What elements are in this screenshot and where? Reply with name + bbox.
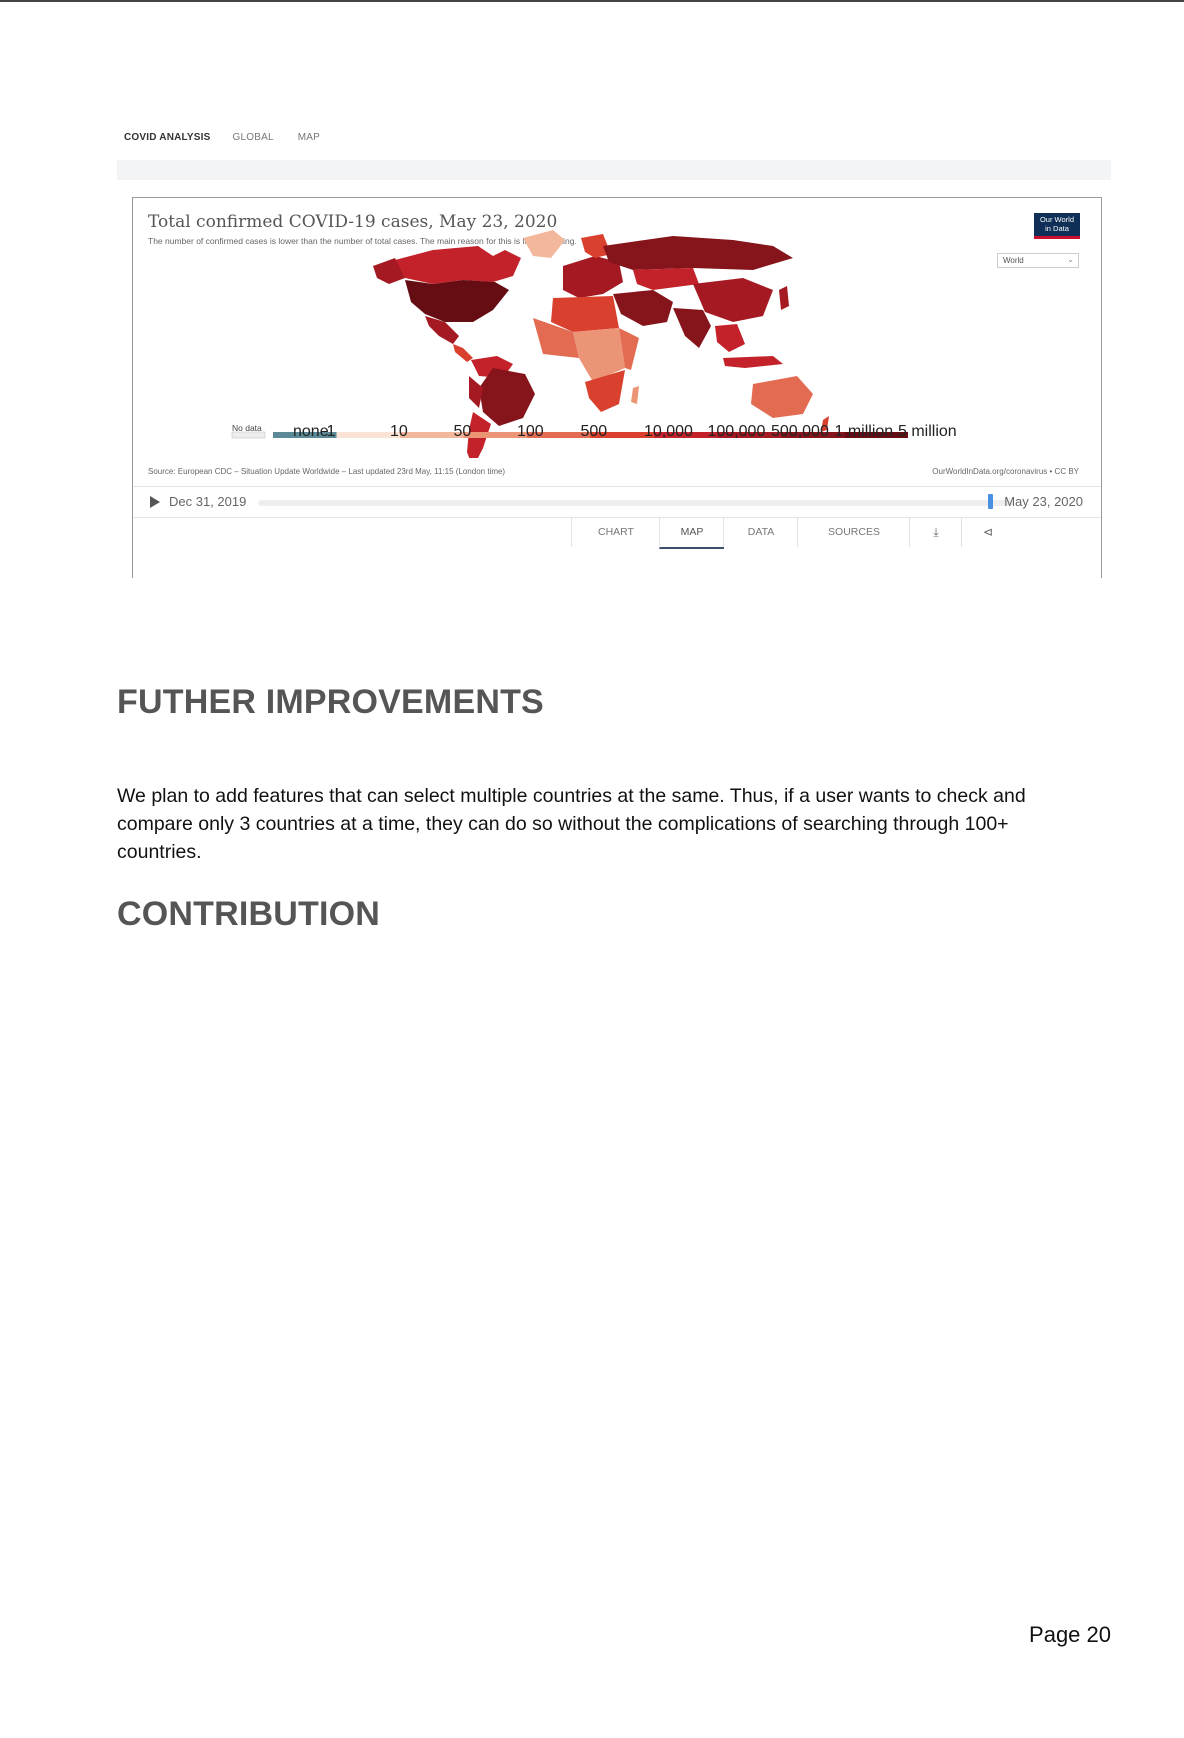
legend-label: 1 million [834, 423, 894, 440]
map-greenland [523, 230, 565, 258]
map-russia [603, 236, 793, 270]
map-north-africa [551, 296, 619, 332]
legend-swatch [273, 432, 337, 438]
map-central-africa [573, 328, 625, 382]
app-brand[interactable]: COVID ANALYSIS [124, 131, 211, 143]
map-canada [395, 246, 521, 284]
page-number: Page 20 [1029, 1622, 1111, 1647]
legend-label: 100,000 [707, 423, 766, 440]
app-nav: COVID ANALYSIS GLOBAL MAP [124, 128, 344, 146]
tab-map[interactable]: MAP [659, 517, 724, 549]
heading-contribution: CONTRIBUTION [117, 895, 381, 933]
top-rule [0, 0, 1184, 2]
tab-chart[interactable]: CHART [571, 517, 660, 547]
timeline-end-date: May 23, 2020 [1004, 494, 1083, 509]
legend-label: 500,000 [771, 423, 829, 440]
chevron-down-icon: ⌄ [1067, 255, 1074, 264]
legend-label: 500 [580, 423, 608, 440]
map-southern-africa [585, 370, 625, 412]
legend-swatch [400, 432, 464, 438]
legend-label: 100 [517, 423, 544, 440]
region-select-value: World [1003, 256, 1024, 265]
chart-source-url[interactable]: OurWorldInData.org/coronavirus • CC BY [932, 467, 1079, 476]
map-alaska [373, 258, 405, 284]
map-scandinavia [581, 234, 611, 258]
legend-label: none [293, 423, 329, 440]
heading-further-improvements: FUTHER IMPROVEMENTS [117, 683, 544, 721]
tab-sources[interactable]: SOURCES [797, 517, 910, 547]
map-japan [779, 286, 789, 310]
map-indonesia [723, 356, 783, 368]
map-madagascar [631, 386, 639, 404]
legend-no-data-swatch [231, 431, 266, 439]
map-kazakhstan [633, 268, 699, 290]
map-china [693, 278, 773, 322]
map-australia [751, 376, 813, 418]
map-usa [405, 280, 509, 322]
chart-frame: Total confirmed COVID-19 cases, May 23, … [132, 197, 1102, 578]
map-new-zealand [821, 416, 829, 432]
world-map[interactable] [133, 198, 1101, 458]
play-icon[interactable] [150, 496, 160, 508]
map-east-africa [619, 328, 639, 370]
legend-swatch [654, 432, 718, 438]
map-southeast-asia [715, 324, 745, 352]
timeline-start-date: Dec 31, 2019 [169, 494, 247, 509]
share-icon[interactable]: ⊲ [961, 517, 1014, 547]
region-select[interactable]: World ⌄ [997, 253, 1079, 268]
app-toolbar-band [117, 160, 1111, 180]
chart-tabs: CHART MAP DATA SOURCES ⤓ ⊲ [133, 517, 1101, 549]
legend-swatch [717, 432, 781, 438]
owid-logo[interactable]: Our World in Data [1034, 213, 1080, 239]
map-central-america [453, 344, 473, 362]
legend-no-data-label: No data [232, 423, 262, 433]
chart-source: Source: European CDC – Situation Update … [148, 467, 506, 476]
legend-swatch [781, 432, 845, 438]
download-icon[interactable]: ⤓ [909, 517, 962, 547]
timeline-handle[interactable] [988, 494, 994, 509]
map-peru [469, 376, 483, 408]
legend-swatch [590, 432, 654, 438]
legend-label: 10,000 [644, 423, 693, 440]
map-india [673, 308, 711, 348]
timeline: Dec 31, 2019 May 23, 2020 [133, 486, 1101, 518]
legend-color-bar [273, 432, 908, 438]
legend-label: 10 [390, 423, 408, 440]
legend-swatch [336, 432, 400, 438]
map-brazil [479, 368, 535, 426]
chart-title: Total confirmed COVID-19 cases, May 23, … [148, 212, 558, 232]
improvements-paragraph: We plan to add features that can select … [117, 785, 1026, 863]
legend-swatch [527, 432, 591, 438]
legend-swatch [844, 432, 908, 438]
chart-subtitle: The number of confirmed cases is lower t… [148, 236, 577, 246]
map-mexico [425, 316, 459, 344]
tab-data[interactable]: DATA [723, 517, 798, 547]
map-west-africa [533, 318, 579, 358]
nav-item-global[interactable]: GLOBAL [232, 131, 274, 143]
nav-item-map[interactable]: MAP [297, 131, 321, 143]
legend-label: 50 [453, 423, 472, 440]
legend-label: 1 [326, 423, 336, 440]
legend-label: 5 million [898, 423, 957, 440]
timeline-track[interactable] [258, 500, 1013, 506]
legend-swatch [463, 432, 527, 438]
map-middle-east [613, 290, 673, 326]
map-europe [563, 256, 623, 298]
